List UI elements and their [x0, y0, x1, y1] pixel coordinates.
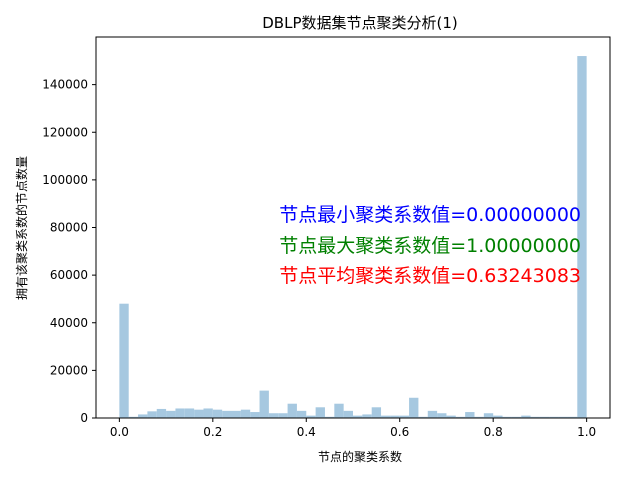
- y-tick-label: 80000: [50, 221, 88, 235]
- x-tick-label: 0.8: [484, 425, 503, 439]
- histogram-bar: [455, 416, 466, 418]
- histogram-bar: [521, 415, 531, 418]
- histogram-bar: [166, 410, 176, 418]
- histogram-bar: [184, 408, 195, 418]
- y-tick-label: 100000: [42, 173, 88, 187]
- x-tick-label: 0.0: [110, 425, 129, 439]
- y-tick-label: 120000: [42, 125, 88, 139]
- histogram-bar: [381, 415, 391, 418]
- histogram-bar: [474, 416, 484, 418]
- histogram-bar: [483, 413, 494, 418]
- y-tick-label: 0: [80, 411, 88, 425]
- histogram-bar: [194, 409, 204, 418]
- y-tick-label: 20000: [50, 363, 88, 377]
- histogram-bar: [437, 413, 447, 418]
- histogram-bar: [287, 403, 297, 418]
- x-tick-label: 0.6: [390, 425, 409, 439]
- y-axis-ticks: 0 20000 40000 60000 80000 100000 120000 140000: [42, 78, 96, 425]
- histogram-bar: [128, 416, 139, 418]
- histogram-bar: [296, 410, 307, 418]
- histogram-bar: [231, 410, 241, 418]
- histogram-bar: [362, 414, 372, 418]
- histogram-bar: [465, 412, 475, 418]
- histogram-bar: [203, 408, 213, 418]
- x-tick-label: 0.4: [297, 425, 316, 439]
- annotation-mean: 节点平均聚类系数值=0.63243083: [279, 265, 581, 287]
- chart-title: DBLP数据集节点聚类分析(1): [262, 14, 458, 32]
- histogram-bar: [306, 415, 316, 418]
- histogram-bar: [147, 411, 157, 418]
- histogram-bar: [511, 416, 522, 418]
- histogram-bar: [567, 416, 578, 418]
- histogram-bar: [315, 407, 325, 418]
- histogram-bar: [156, 408, 167, 418]
- histogram-bar: [539, 416, 550, 418]
- y-axis-label: 拥有该聚类系数的节点数量: [14, 156, 29, 300]
- y-tick-label: 40000: [50, 316, 88, 330]
- histogram-bar: [119, 303, 129, 418]
- histogram-bar: [549, 416, 559, 418]
- histogram-bar: [222, 410, 232, 418]
- histogram-bar: [324, 416, 335, 418]
- histogram-bar: [250, 412, 260, 418]
- histogram-bar: [530, 416, 540, 418]
- histogram-bar: [175, 408, 185, 418]
- histogram-bar: [371, 407, 382, 418]
- y-tick-label: 140000: [42, 78, 88, 92]
- histogram-bar: [353, 415, 363, 418]
- histogram-bar: [268, 413, 279, 418]
- histogram-bar: [212, 409, 223, 418]
- histogram-bar: [334, 403, 344, 418]
- x-axis-ticks: 0.0 0.2 0.4 0.6 0.8 1.0: [110, 418, 596, 439]
- histogram-bar: [278, 413, 288, 418]
- histogram-bar: [390, 415, 400, 418]
- histogram-bar: [399, 415, 410, 418]
- x-tick-label: 0.2: [203, 425, 222, 439]
- histogram-bar: [259, 390, 269, 418]
- y-tick-label: 60000: [50, 268, 88, 282]
- histogram-bar: [240, 409, 251, 418]
- histogram-bar: [343, 410, 353, 418]
- histogram-bar: [409, 397, 419, 418]
- x-tick-label: 1.0: [577, 425, 596, 439]
- histogram-bar: [446, 415, 456, 418]
- histogram-bar: [493, 415, 503, 418]
- bars-group: [119, 56, 587, 419]
- histogram-bar: [138, 414, 148, 418]
- histogram-bar: [558, 416, 568, 418]
- annotation-max: 节点最大聚类系数值=1.00000000: [279, 235, 581, 257]
- histogram-bar: [427, 410, 438, 418]
- histogram-bar: [418, 416, 428, 418]
- x-axis-label: 节点的聚类系数: [318, 449, 402, 464]
- annotation-min: 节点最小聚类系数值=0.00000000: [279, 204, 581, 226]
- histogram-bar: [577, 56, 587, 419]
- plot-frame: [95, 36, 611, 419]
- histogram-bar: [502, 416, 512, 418]
